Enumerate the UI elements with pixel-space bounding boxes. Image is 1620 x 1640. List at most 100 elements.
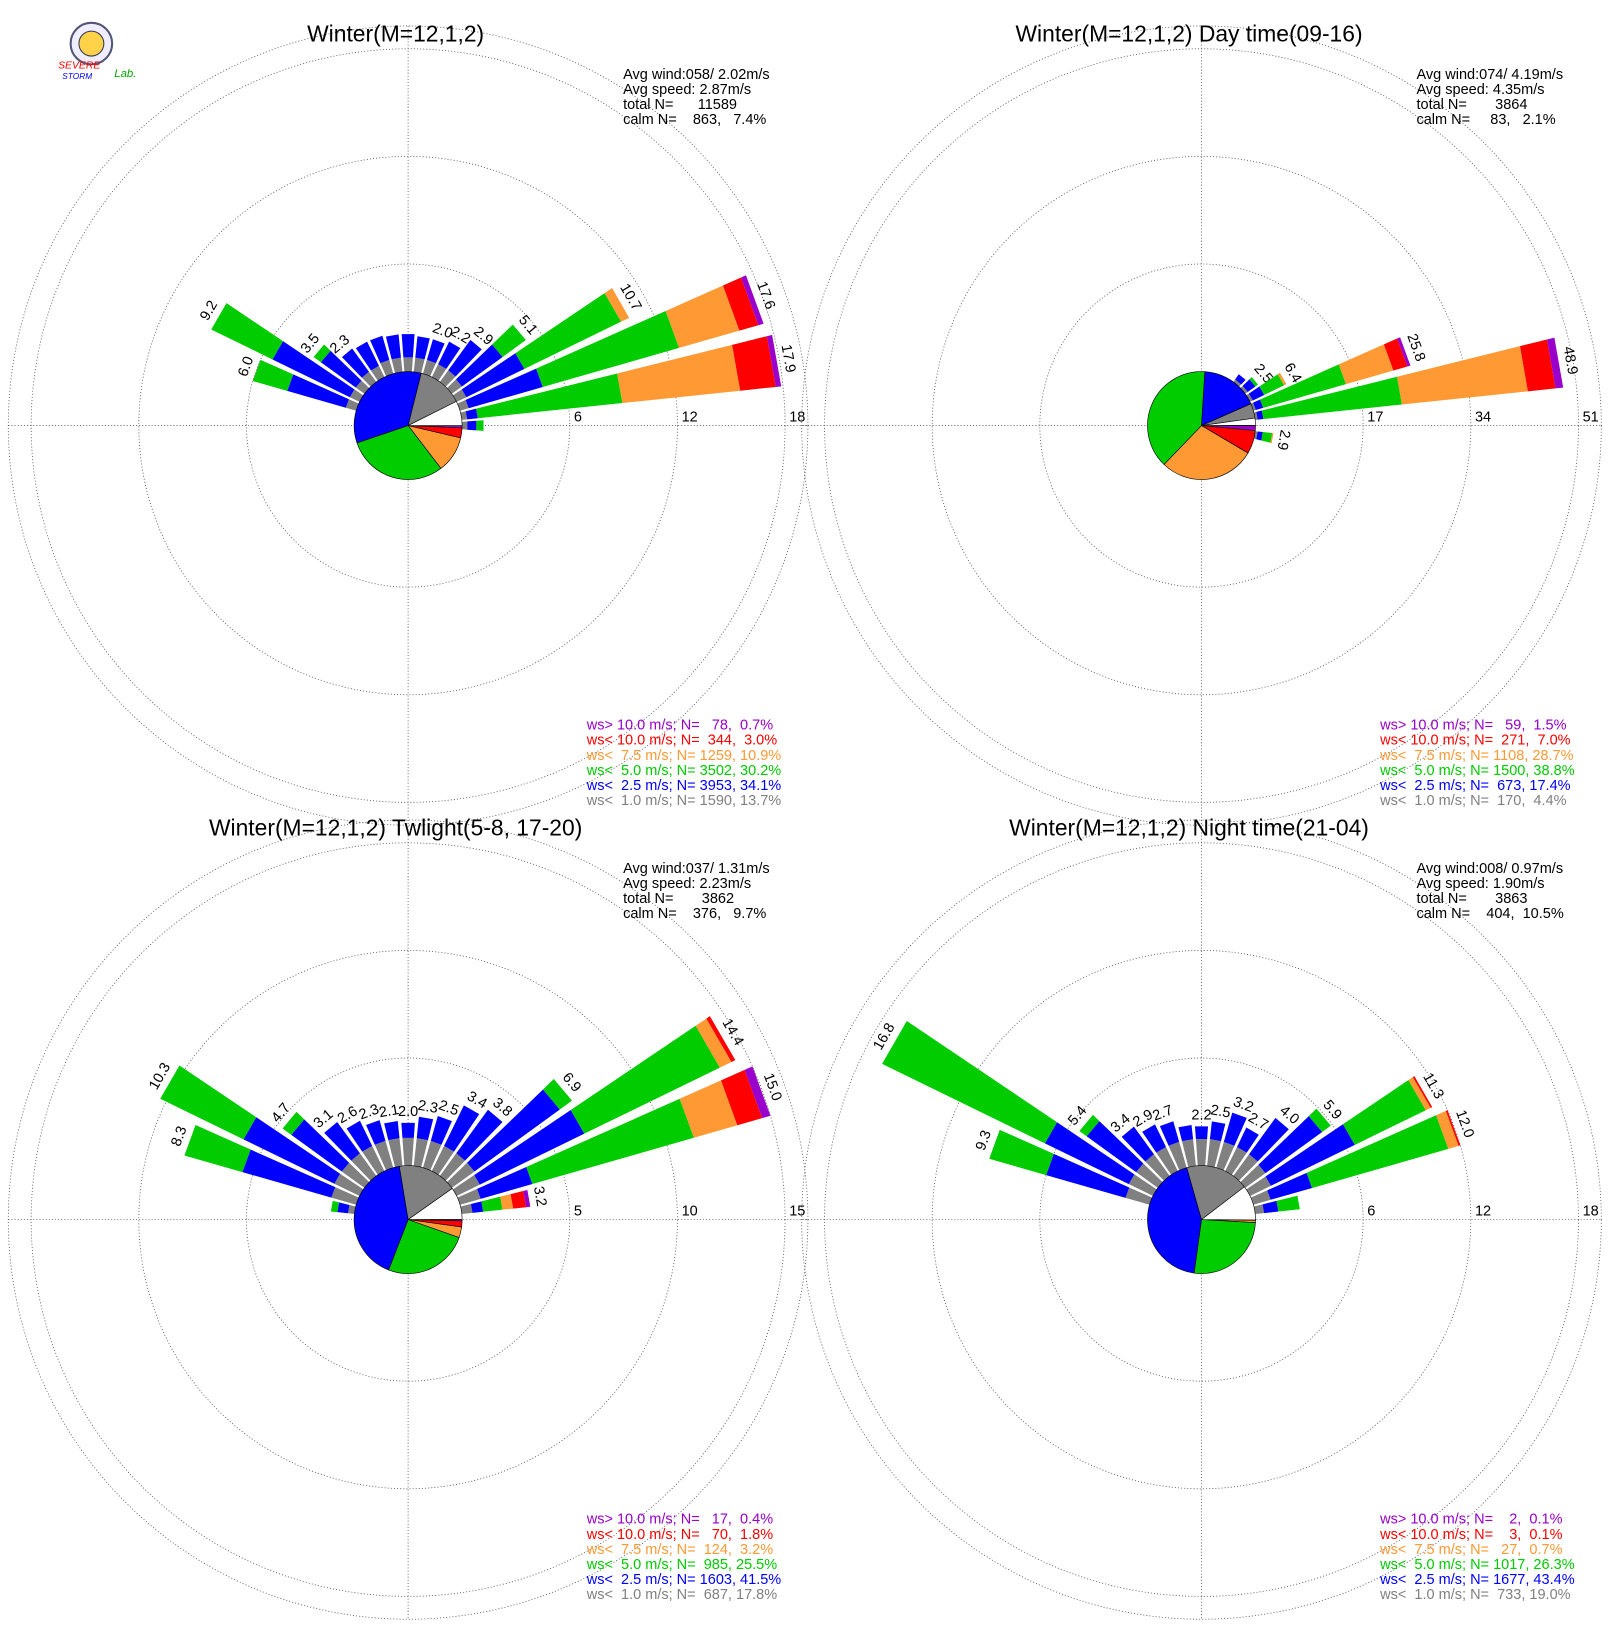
petal-segment <box>291 1119 350 1172</box>
petal-segment <box>1086 1121 1144 1173</box>
petal-segment <box>457 399 469 411</box>
pie-slice <box>1186 1165 1245 1221</box>
petal-label: 3.2 <box>1231 1094 1255 1116</box>
petal-segment <box>492 324 526 357</box>
petal-segment <box>1195 1138 1208 1166</box>
petal-segment <box>1225 1146 1247 1175</box>
petal-segment <box>401 1122 415 1138</box>
grid-ring <box>30 842 786 1597</box>
legend-entry: ws< 10.0 m/s; N= 344, 3.0% <box>586 733 778 749</box>
legend-entry: ws< 2.5 m/s; N= 1677, 43.4% <box>1379 1572 1575 1588</box>
petal-segment <box>347 1204 356 1215</box>
petal-segment <box>1079 1114 1100 1137</box>
petal-label: 9.3 <box>973 1128 995 1152</box>
petal-segment <box>1519 339 1556 392</box>
petal-segment <box>401 334 415 358</box>
chart-title: Winter(M=12,1,2) <box>307 21 484 47</box>
petal-segment <box>370 365 385 381</box>
pie-slice <box>398 1165 453 1221</box>
petal-segment <box>1408 1077 1431 1111</box>
pie-slice <box>1201 417 1256 426</box>
petal-segment <box>1046 1153 1130 1198</box>
pie-slice <box>356 425 442 480</box>
petal-segment <box>467 1089 560 1172</box>
r-tick-label: 6 <box>574 409 582 425</box>
petal-segment <box>732 336 776 391</box>
petal-segment <box>452 1174 480 1196</box>
petal-segment <box>465 408 478 420</box>
petal-segment <box>1246 393 1253 402</box>
wind-rose-panel: 17 34 51 Winter(M=12,1,2) Day time(09-16) Av… <box>801 21 1602 826</box>
petal-segment <box>1209 1121 1226 1142</box>
legend-entry: ws> 10.0 m/s; N= 17, 0.4% <box>586 1512 774 1528</box>
petal-segment <box>515 293 622 369</box>
petal-segment <box>766 334 782 387</box>
petal-segment <box>184 1125 251 1173</box>
stat-line: Avg speed: 2.87m/s <box>623 82 751 98</box>
grid-ring <box>246 263 571 588</box>
petal-segment <box>882 1020 1058 1144</box>
stat-line: total N= 11589 <box>623 97 737 113</box>
pie-slice <box>1147 371 1206 465</box>
petal-segment <box>1233 1154 1258 1181</box>
petal-segment <box>361 371 377 387</box>
petal-segment <box>536 310 680 387</box>
petal-segment <box>331 1187 359 1205</box>
grid-ring <box>931 950 1472 1490</box>
petal-segment <box>1233 379 1242 387</box>
legend-entry: ws< 7.5 m/s; N= 1259, 10.9% <box>586 748 782 764</box>
logo-emblem-inner <box>78 30 105 57</box>
petal-segment <box>1265 1124 1355 1186</box>
petal-segment <box>452 389 467 402</box>
r-tick-label: 18 <box>1583 1203 1599 1219</box>
petal-segment <box>422 359 436 377</box>
legend-entry: ws< 10.0 m/s; N= 271, 7.0% <box>1379 733 1571 749</box>
petal-segment <box>337 1202 350 1214</box>
petal-segment <box>1044 1122 1135 1185</box>
legend-entry: ws> 10.0 m/s; N= 59, 1.5% <box>1379 718 1567 734</box>
pie-slice <box>388 1219 460 1274</box>
stat-line: calm N= 376, 9.7% <box>623 906 766 922</box>
petal-segment <box>1260 364 1346 408</box>
petal-segment <box>1142 1124 1166 1153</box>
r-tick-label: 12 <box>682 409 698 425</box>
petal-segment <box>460 411 468 420</box>
stat-line: Avg wind:008/ 0.97m/s <box>1416 861 1563 877</box>
petal-segment <box>1249 1117 1289 1162</box>
petal-segment <box>456 1109 503 1161</box>
petal-segment <box>467 420 477 431</box>
grid-ring <box>138 155 678 696</box>
petal-segment <box>476 420 484 431</box>
petal-segment <box>604 288 630 322</box>
petal-label: 6.0 <box>235 354 257 378</box>
petal-segment <box>510 1190 527 1209</box>
legend-entry: ws< 2.5 m/s; N= 673, 17.4% <box>1379 778 1571 794</box>
petal-segment <box>1240 1164 1266 1188</box>
petal-segment <box>1235 374 1246 385</box>
petal-segment <box>476 373 623 419</box>
r-tick-label: 15 <box>789 1203 805 1219</box>
petal-segment <box>334 1173 364 1196</box>
petal-segment <box>543 1078 572 1110</box>
petal-segment <box>741 275 764 326</box>
petal-segment <box>1121 1126 1154 1162</box>
petal-segment <box>1412 1076 1433 1108</box>
legend-entry: ws< 2.5 m/s; N= 3953, 34.1% <box>586 778 782 794</box>
logo-text: SEVERE <box>58 61 101 72</box>
stat-line: Avg wind:074/ 4.19m/s <box>1416 67 1563 83</box>
r-tick-label: 17 <box>1367 409 1383 425</box>
grid-ring <box>824 842 1579 1597</box>
petal-segment <box>243 1117 341 1184</box>
petal-segment <box>570 1025 720 1134</box>
petal-segment <box>1338 344 1394 385</box>
petal-segment <box>617 344 741 404</box>
petal-segment <box>242 1149 336 1198</box>
petal-segment <box>1216 1141 1235 1171</box>
petal-segment <box>1156 1146 1178 1175</box>
legend-entry: ws> 10.0 m/s; N= 2, 0.1% <box>1379 1512 1562 1528</box>
petal-segment <box>272 341 355 398</box>
petal-segment <box>330 1200 340 1213</box>
petal-segment <box>388 1138 403 1168</box>
petal-segment <box>474 1110 585 1185</box>
petal-segment <box>461 353 525 398</box>
